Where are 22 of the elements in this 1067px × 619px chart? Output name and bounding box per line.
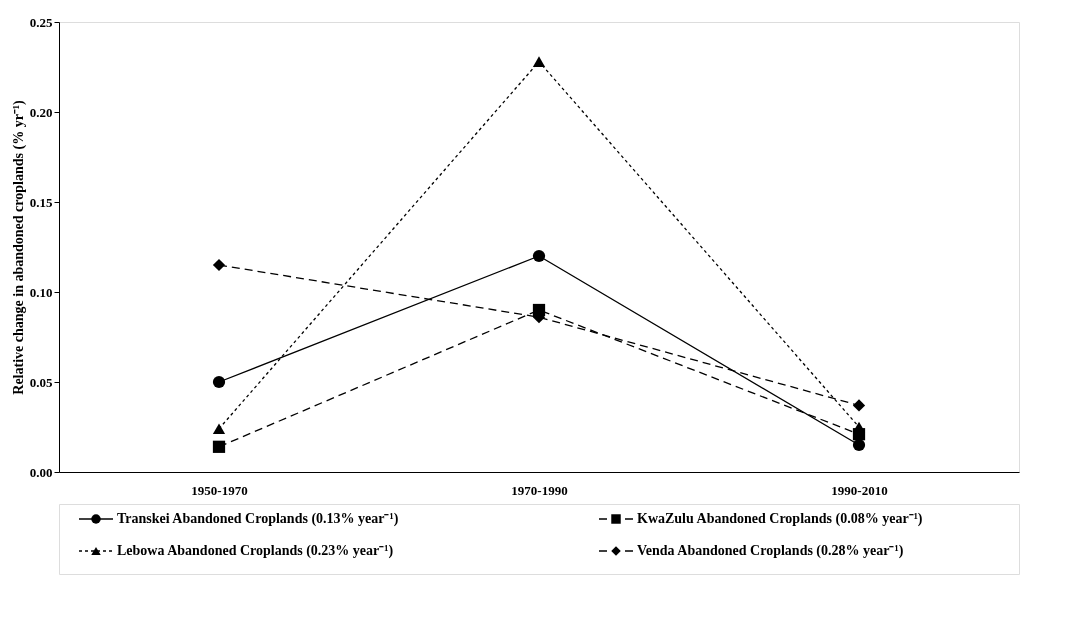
point <box>212 375 226 389</box>
legend-label: KwaZulu Abandoned Croplands (0.08% year⁻¹) <box>637 511 923 527</box>
x-tick-label: 1970-1990 <box>511 482 568 498</box>
y-tick-label: 0.10 <box>29 284 53 300</box>
legend-label: Venda Abandoned Croplands (0.28% year⁻¹) <box>637 543 904 559</box>
y-tick-label: 0.05 <box>29 374 53 390</box>
point <box>532 249 546 263</box>
legend-label: Transkei Abandoned Croplands (0.13% year⁻¹) <box>117 511 399 527</box>
x-tick-label: 1950-1970 <box>191 482 248 498</box>
point <box>852 438 866 452</box>
legend-label: Lebowa Abandoned Croplands (0.23% year⁻¹) <box>117 543 394 559</box>
y-axis-title: Relative change in abandoned croplands (% yr⁻¹) <box>10 99 27 395</box>
point <box>212 258 226 272</box>
x-tick-label: 1990-2010 <box>831 482 888 498</box>
y-tick-label: 0.15 <box>29 194 53 210</box>
point <box>852 399 866 412</box>
y-tick-label: 0.00 <box>29 464 53 480</box>
point <box>212 440 226 453</box>
y-tick-label: 0.20 <box>29 104 53 120</box>
y-tick-label: 0.25 <box>29 14 53 30</box>
point <box>212 423 226 435</box>
point <box>532 56 546 67</box>
